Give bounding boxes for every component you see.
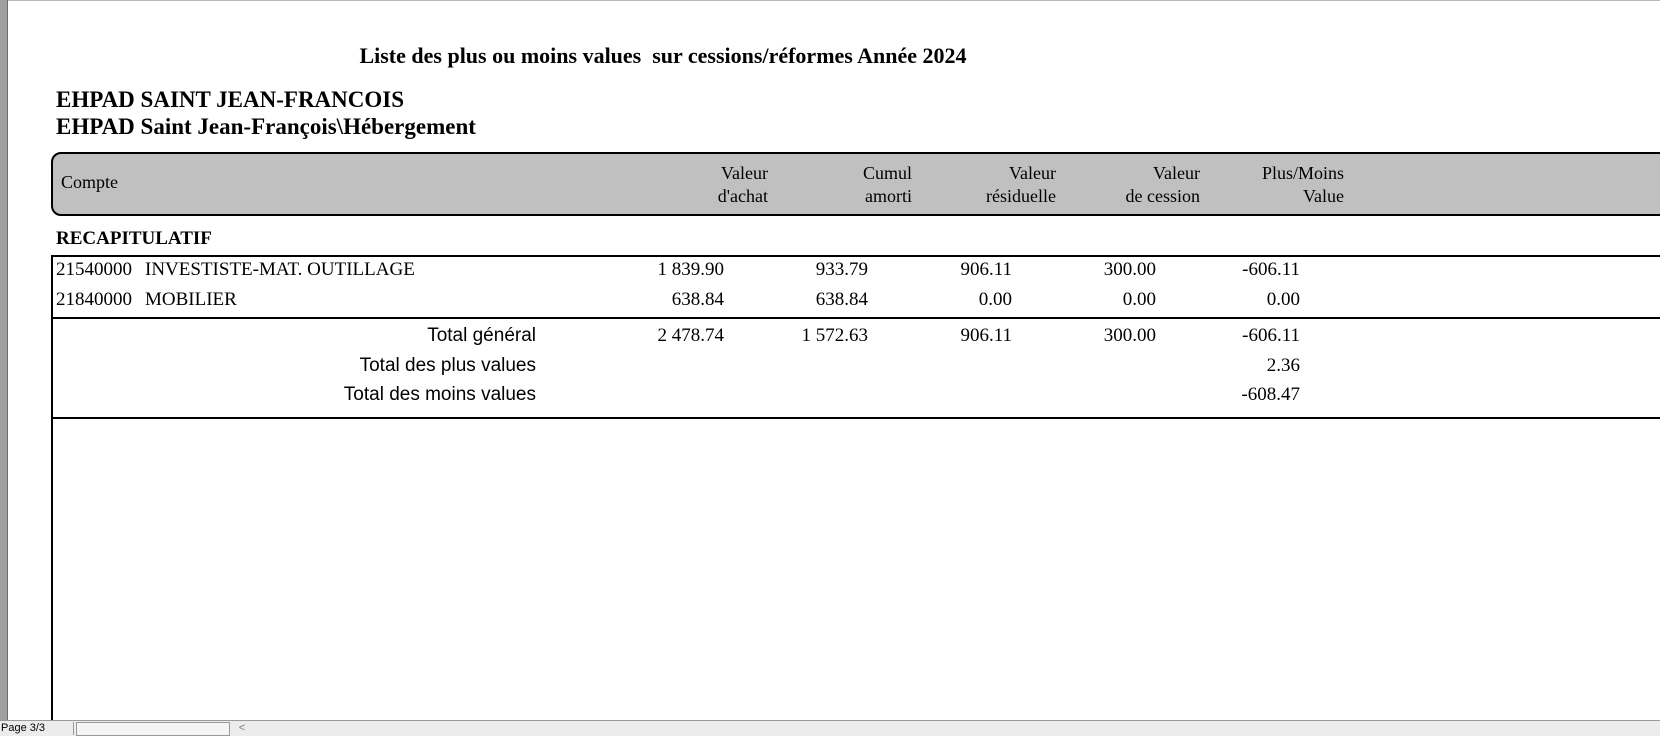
row-account: 21840000 bbox=[56, 289, 132, 310]
row-label: INVESTISTE-MAT. OUTILLAGE bbox=[145, 259, 415, 280]
row-valeur-achat: 638.84 bbox=[671, 289, 724, 310]
total-plus-values-label: Total des plus values bbox=[359, 355, 536, 376]
column-header-plus-moins-value: Plus/Moins Value bbox=[1204, 162, 1344, 208]
divider bbox=[51, 417, 1660, 419]
total-plus-values-row: Total des plus values 2.36 bbox=[56, 355, 1316, 383]
total-general-row: Total général 2 478.74 1 572.63 906.11 3… bbox=[56, 325, 1316, 353]
total-valeur-achat: 2 478.74 bbox=[657, 325, 725, 346]
column-header-plus-moins-line2: Value bbox=[1303, 186, 1344, 206]
row-valeur-achat: 1 839.90 bbox=[657, 259, 725, 280]
organization-unit: EHPAD Saint Jean-François\Hébergement bbox=[56, 114, 476, 139]
total-plus-values-amount: 2.36 bbox=[1266, 355, 1300, 376]
row-plus-moins: 0.00 bbox=[1266, 289, 1300, 310]
total-general-label: Total général bbox=[427, 325, 536, 346]
row-account: 21540000 bbox=[56, 259, 132, 280]
report-page: Liste des plus ou moins values sur cessi… bbox=[8, 0, 1660, 721]
organization-name: EHPAD SAINT JEAN-FRANCOIS bbox=[56, 87, 405, 112]
row-valeur-cession: 0.00 bbox=[1122, 289, 1156, 310]
column-header-valeur-cession-line2: de cession bbox=[1125, 186, 1200, 206]
column-header-compte: Compte bbox=[61, 172, 118, 192]
total-valeur-cession: 300.00 bbox=[1103, 325, 1156, 346]
total-moins-values-row: Total des moins values -608.47 bbox=[56, 384, 1316, 412]
column-header-cumul-amorti-line1: Cumul bbox=[862, 163, 912, 183]
column-header-valeur-residuelle-line2: résiduelle bbox=[986, 186, 1056, 206]
row-cumul-amorti: 638.84 bbox=[815, 289, 868, 310]
report-title: Liste des plus ou moins values sur cessi… bbox=[359, 43, 967, 68]
total-valeur-residuelle: 906.11 bbox=[960, 325, 1012, 346]
column-header-valeur-achat: Valeur d'achat bbox=[628, 162, 768, 208]
column-header-valeur-achat-line2: d'achat bbox=[717, 186, 768, 206]
section-label: RECAPITULATIF bbox=[56, 228, 212, 249]
table-row: 21540000 INVESTISTE-MAT. OUTILLAGE 1 839… bbox=[56, 259, 1316, 287]
column-header-cumul-amorti: Cumul amorti bbox=[772, 162, 912, 208]
row-label: MOBILIER bbox=[145, 289, 237, 310]
total-plus-moins: -606.11 bbox=[1242, 325, 1300, 346]
total-moins-values-label: Total des moins values bbox=[343, 384, 536, 405]
row-plus-moins: -606.11 bbox=[1242, 259, 1300, 280]
page-indicator: Page 3/3 bbox=[0, 722, 74, 735]
table-header: Compte Valeur d'achat Cumul amorti Valeu… bbox=[51, 152, 1660, 216]
divider bbox=[51, 255, 1660, 257]
page-left-border bbox=[51, 417, 53, 721]
column-header-valeur-residuelle: Valeur résiduelle bbox=[916, 162, 1056, 208]
column-header-valeur-cession-line1: Valeur bbox=[1153, 163, 1200, 183]
column-header-valeur-achat-line1: Valeur bbox=[721, 163, 768, 183]
total-moins-values-amount: -608.47 bbox=[1241, 384, 1300, 405]
table-left-border bbox=[51, 255, 53, 419]
column-header-valeur-residuelle-line1: Valeur bbox=[1009, 163, 1056, 183]
row-valeur-cession: 300.00 bbox=[1103, 259, 1156, 280]
row-valeur-residuelle: 0.00 bbox=[978, 289, 1012, 310]
status-bar: Page 3/3 < bbox=[0, 720, 1660, 736]
row-cumul-amorti: 933.79 bbox=[815, 259, 868, 280]
divider bbox=[51, 317, 1660, 319]
column-header-cumul-amorti-line2: amorti bbox=[865, 186, 912, 206]
column-header-valeur-cession: Valeur de cession bbox=[1060, 162, 1200, 208]
scroll-left-icon[interactable]: < bbox=[238, 722, 246, 734]
column-header-plus-moins-line1: Plus/Moins bbox=[1261, 163, 1344, 183]
left-gutter bbox=[0, 0, 8, 720]
table-row: 21840000 MOBILIER 638.84 638.84 0.00 0.0… bbox=[56, 289, 1316, 317]
total-cumul-amorti: 1 572.63 bbox=[801, 325, 869, 346]
row-valeur-residuelle: 906.11 bbox=[960, 259, 1012, 280]
status-field bbox=[76, 722, 230, 736]
